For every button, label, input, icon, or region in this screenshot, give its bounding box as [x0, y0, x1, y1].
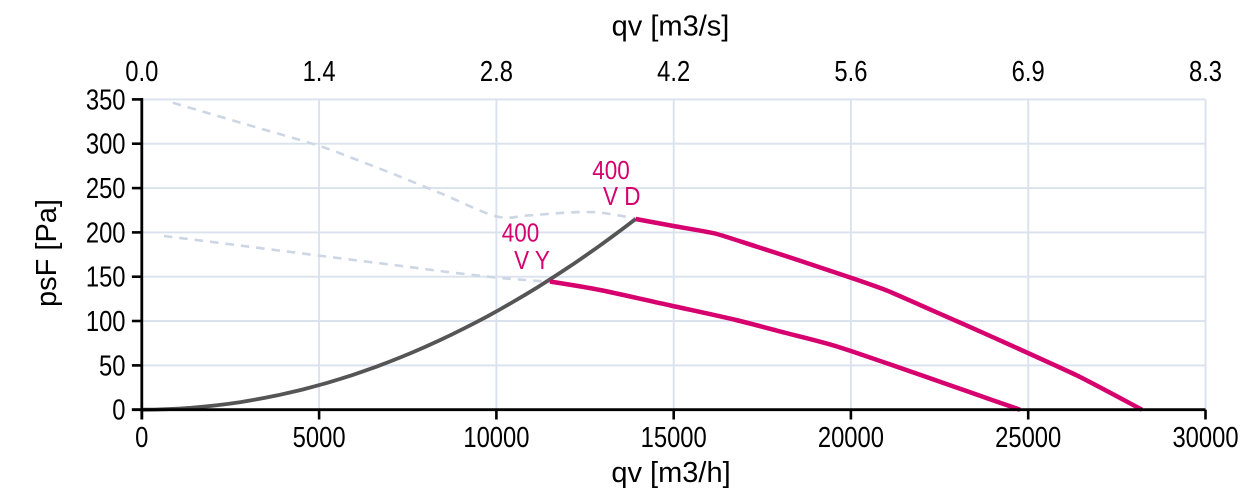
svg-text:qv [m3/s]: qv [m3/s]	[612, 11, 730, 43]
svg-text:5.6: 5.6	[834, 55, 867, 88]
svg-text:350: 350	[86, 83, 126, 116]
svg-text:50: 50	[99, 349, 125, 382]
svg-text:2.8: 2.8	[480, 55, 513, 88]
svg-text:6.9: 6.9	[1012, 55, 1045, 88]
svg-text:15000: 15000	[641, 421, 707, 454]
svg-text:qv [m3/h]: qv [m3/h]	[611, 457, 730, 489]
svg-text:30000: 30000	[1172, 421, 1238, 454]
svg-text:25000: 25000	[995, 421, 1061, 454]
svg-text:V Y: V Y	[514, 247, 550, 276]
svg-text:0.0: 0.0	[125, 55, 158, 88]
svg-text:100: 100	[86, 305, 126, 338]
svg-text:150: 150	[86, 260, 126, 293]
svg-text:5000: 5000	[293, 421, 346, 454]
svg-text:200: 200	[86, 216, 126, 249]
svg-text:250: 250	[86, 172, 126, 205]
svg-text:20000: 20000	[818, 421, 884, 454]
svg-text:400: 400	[502, 219, 540, 248]
svg-text:10000: 10000	[463, 421, 529, 454]
svg-text:0: 0	[112, 393, 125, 426]
svg-text:400: 400	[592, 157, 630, 186]
svg-text:300: 300	[86, 127, 126, 160]
svg-text:8.3: 8.3	[1189, 55, 1222, 88]
svg-text:psF [Pa]: psF [Pa]	[31, 199, 63, 307]
svg-text:4.2: 4.2	[657, 55, 690, 88]
svg-text:1.4: 1.4	[303, 55, 336, 88]
svg-text:V D: V D	[603, 183, 640, 212]
svg-text:0: 0	[135, 421, 148, 454]
